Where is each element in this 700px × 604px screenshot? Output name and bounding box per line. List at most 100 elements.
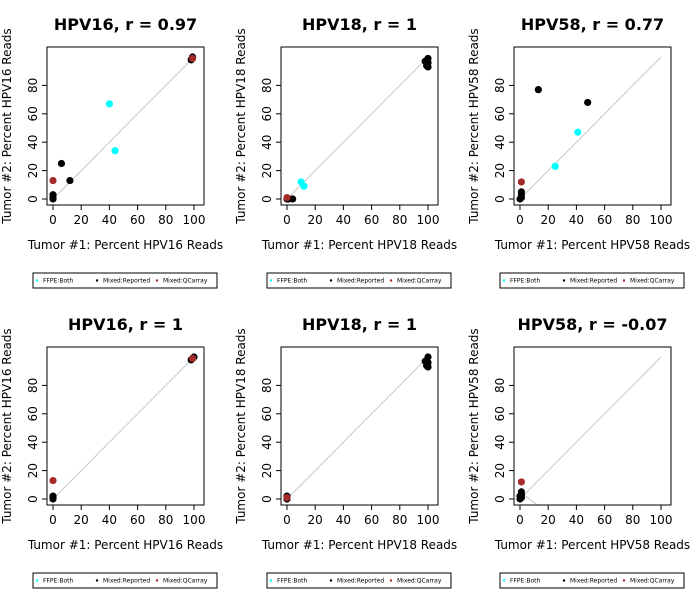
legend-box (266, 272, 452, 289)
legend-entry-label: FFPE:Both (43, 578, 73, 585)
legend-entry-label: Mixed:QCarray (630, 578, 675, 585)
data-point-mixed-reported (424, 353, 432, 361)
x-axis-label: Tumor #1: Percent HPV16 Reads (27, 238, 223, 252)
data-point-mixed-reported (49, 191, 57, 199)
legend-swatch (155, 279, 159, 282)
data-point-mixed-reported (49, 492, 57, 500)
chart-title: HPV58, r = -0.07 (518, 315, 668, 334)
x-tick-label: 20 (74, 513, 89, 527)
legend-swatch (389, 579, 393, 582)
y-axis-label: Tumor #2: Percent HPV16 Reads (0, 28, 14, 224)
legend-swatch (329, 579, 333, 582)
x-tick-label: 20 (308, 513, 323, 527)
legend-swatch (622, 279, 626, 282)
y-tick-label: 60 (493, 106, 507, 121)
data-point-ffpe-both (111, 147, 119, 155)
data-point-mixed-reported (517, 188, 526, 196)
x-axis-label: Tumor #1: Percent HPV18 Reads (261, 538, 457, 552)
data-point-mixed-reported (534, 86, 542, 94)
legend-entry-label: Mixed:QCarray (163, 578, 208, 585)
y-tick-label: 20 (493, 163, 507, 178)
y-tick-label: 80 (260, 378, 274, 393)
x-tick-label: 100 (417, 513, 440, 527)
x-axis-label: Tumor #1: Percent HPV16 Reads (27, 538, 223, 552)
legend-swatch (35, 279, 39, 282)
scatter-panel-3: 0 20 40 60 80 100 0 20 40 60 80 HPV58, r = 0.77 Tumo… (467, 15, 690, 289)
x-tick-label: 0 (49, 513, 57, 527)
identity-line (519, 56, 662, 200)
data-point-mixed-qcarray (283, 193, 291, 202)
legend-entry-label: Mixed:QCarray (163, 278, 208, 285)
chart-title: HPV18, r = 1 (302, 315, 417, 334)
y-tick-label: 60 (260, 406, 274, 421)
y-tick-label: 0 (26, 495, 40, 503)
y-tick-label: 0 (493, 195, 507, 203)
legend-swatch (155, 579, 159, 582)
data-point-ffpe-both (574, 128, 582, 136)
legend-swatch (562, 279, 566, 282)
legend-swatch (269, 279, 273, 282)
identity-line (52, 56, 195, 200)
plot-frame (280, 46, 439, 206)
y-tick-label: 0 (493, 495, 507, 503)
legend-box (499, 272, 685, 289)
scatter-panel-1: 0 20 40 60 80 100 0 20 40 60 80 HPV16, r = 0.97 Tumo… (0, 15, 223, 289)
y-axis-label: Tumor #2: Percent HPV18 Reads (234, 28, 248, 224)
y-tick-label: 60 (260, 106, 274, 121)
data-point-mixed-qcarray (49, 476, 57, 485)
y-tick-label: 80 (26, 78, 40, 93)
x-tick-label: 60 (597, 513, 612, 527)
legend-swatch (329, 279, 333, 282)
x-tick-label: 80 (158, 513, 173, 527)
chart-title: HPV18, r = 1 (302, 15, 417, 34)
data-point-mixed-reported (516, 492, 524, 500)
legend-swatch (95, 279, 99, 282)
x-tick-label: 0 (283, 513, 291, 527)
y-tick-label: 60 (26, 106, 40, 121)
y-tick-label: 20 (26, 463, 40, 478)
x-tick-label: 0 (516, 213, 524, 227)
data-point-mixed-reported (424, 54, 432, 63)
x-axis-label: Tumor #1: Percent HPV18 Reads (261, 238, 457, 252)
legend-entry-label: Mixed:Reported (337, 578, 384, 585)
y-tick-label: 20 (26, 163, 40, 178)
y-tick-label: 20 (260, 163, 274, 178)
legend-swatch (269, 579, 273, 582)
x-axis-label: Tumor #1: Percent HPV58 Reads (494, 238, 690, 252)
x-tick-label: 100 (183, 213, 206, 227)
x-tick-label: 80 (625, 213, 640, 227)
data-point-mixed-reported (66, 176, 74, 185)
y-tick-label: 20 (260, 463, 274, 478)
x-tick-label: 40 (102, 213, 117, 227)
data-point-mixed-reported (584, 98, 592, 107)
y-tick-label: 20 (493, 463, 507, 478)
x-tick-label: 100 (650, 213, 673, 227)
y-tick-label: 80 (493, 378, 507, 393)
y-tick-label: 40 (260, 135, 274, 150)
legend-box (32, 272, 218, 289)
data-point-mixed-qcarray (188, 354, 197, 363)
y-tick-label: 40 (26, 435, 40, 450)
plot-frame (513, 46, 672, 206)
x-tick-label: 80 (625, 513, 640, 527)
plot-frame (280, 346, 439, 506)
scatter-panel-6: 0 20 40 60 80 100 0 20 40 60 80 HPV58, r = -0.07 Tum… (467, 315, 690, 589)
legend-swatch (562, 579, 566, 582)
legend-swatch (35, 579, 39, 582)
x-tick-label: 80 (392, 513, 407, 527)
legend-entry-label: FFPE:Both (43, 278, 73, 285)
y-tick-label: 80 (26, 378, 40, 393)
x-tick-label: 0 (516, 513, 524, 527)
scatter-panel-4: 0 20 40 60 80 100 0 20 40 60 80 HPV16, r = 1 Tumor #… (0, 315, 223, 589)
x-tick-label: 40 (336, 513, 351, 527)
x-tick-label: 0 (283, 213, 291, 227)
x-tick-label: 80 (392, 213, 407, 227)
y-tick-label: 80 (260, 78, 274, 93)
legend-entry-label: Mixed:Reported (103, 578, 150, 585)
plot-frame (513, 346, 672, 506)
legend-entry-label: FFPE:Both (510, 278, 540, 285)
x-tick-label: 100 (650, 513, 673, 527)
legend-entry-label: Mixed:QCarray (397, 578, 442, 585)
